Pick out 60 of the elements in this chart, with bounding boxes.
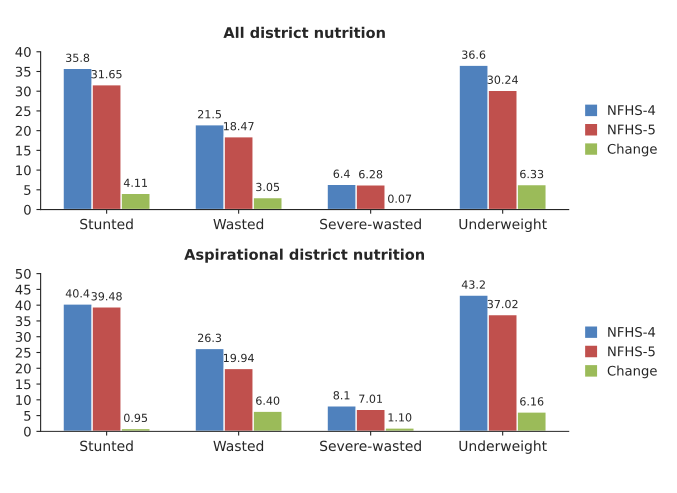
data-label: 36.6 — [462, 50, 486, 59]
data-label: 35.8 — [66, 54, 90, 62]
data-label: 37.02 — [488, 300, 518, 308]
y-tick-label: 45 — [15, 284, 30, 295]
data-label: 18.47 — [224, 122, 254, 130]
data-label: 1.10 — [388, 413, 412, 422]
x-tick-label: Stunted — [80, 440, 133, 452]
data-label: 31.65 — [92, 70, 122, 78]
data-label: 6.4 — [334, 170, 350, 178]
y-tick-label: 5 — [24, 410, 30, 421]
chart-title: All district nutrition — [223, 26, 385, 38]
y-tick-label: 0 — [24, 204, 31, 215]
data-label: 40.4 — [66, 289, 90, 298]
y-tick-label: 30 — [16, 86, 31, 96]
y-tick-label: 25 — [16, 106, 30, 116]
data-label: 8.1 — [334, 391, 350, 400]
y-tick-label: 20 — [16, 126, 31, 136]
x-tick-label: Stunted — [80, 218, 133, 230]
data-label: 21.5 — [198, 110, 221, 118]
y-tick-label: 10 — [16, 165, 31, 176]
x-tick-label: Wasted — [213, 440, 264, 452]
data-label: 6.16 — [520, 397, 544, 406]
x-tick-label: Severe-wasted — [320, 440, 421, 452]
y-tick-label: 25 — [16, 348, 30, 358]
y-tick-label: 5 — [24, 185, 30, 196]
data-label: 6.40 — [256, 396, 280, 405]
x-tick-label: Underweight — [459, 440, 547, 454]
data-label: 43.2 — [462, 280, 485, 289]
data-label: 0.07 — [388, 194, 412, 203]
x-tick-label: Underweight — [459, 218, 547, 232]
legend-label: Change — [608, 365, 657, 378]
legend-label: NFHS-5 — [608, 124, 655, 134]
y-tick-label: 0 — [24, 426, 31, 437]
y-tick-label: 20 — [16, 363, 31, 374]
legend-label: NFHS-4 — [608, 326, 656, 337]
x-tick-label: Severe-wasted — [320, 218, 421, 230]
data-label: 6.33 — [520, 170, 544, 178]
data-label: 30.24 — [488, 76, 518, 84]
data-label: 4.11 — [124, 178, 148, 187]
data-label: 39.48 — [92, 292, 122, 300]
y-tick-label: 15 — [16, 146, 30, 156]
y-tick-label: 50 — [16, 268, 31, 279]
legend-label: NFHS-5 — [608, 346, 655, 356]
chart-title: Aspirational district nutrition — [184, 248, 424, 263]
y-tick-label: 40 — [15, 46, 31, 57]
legend-label: NFHS-4 — [608, 105, 656, 116]
y-tick-label: 10 — [16, 395, 31, 406]
y-tick-label: 35 — [16, 316, 30, 326]
y-tick-label: 15 — [16, 379, 30, 390]
y-tick-label: 30 — [16, 332, 31, 342]
data-label: 19.94 — [224, 354, 254, 362]
data-label: 0.95 — [124, 414, 148, 422]
y-tick-label: 35 — [16, 66, 30, 77]
x-tick-label: Wasted — [213, 218, 264, 230]
data-label: 26.3 — [198, 334, 222, 342]
data-label: 3.05 — [256, 182, 280, 192]
data-label: 6.28 — [359, 170, 382, 178]
y-tick-label: 40 — [15, 300, 31, 310]
data-label: 7.01 — [359, 394, 382, 403]
legend-label: Change — [608, 144, 657, 156]
